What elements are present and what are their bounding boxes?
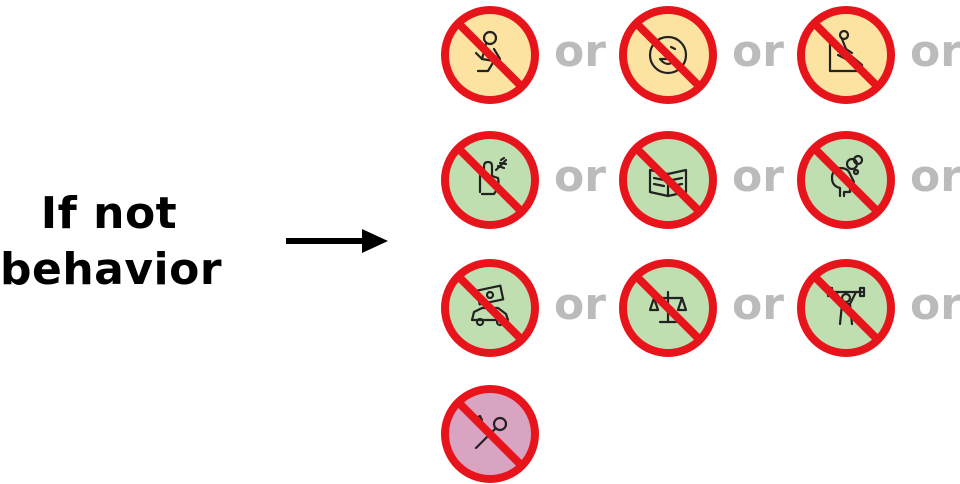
forbidden-sign [618,5,718,105]
forbidden-sign [796,258,896,358]
or-label: or [910,279,960,330]
forbidden-sign [440,384,540,484]
heading-line-1: If not [40,188,178,239]
forbidden-sign [618,258,718,358]
or-label: or [732,26,784,77]
forbidden-sign [618,130,718,230]
forbidden-sign [796,5,896,105]
or-label: or [554,151,606,202]
or-label: or [910,151,960,202]
heading: If not behavior [0,186,223,298]
or-label: or [910,26,960,77]
or-label: or [732,279,784,330]
forbidden-sign [440,258,540,358]
forbidden-sign [440,130,540,230]
heading-line-2: behavior [0,244,223,295]
or-label: or [554,26,606,77]
right-arrow-icon [286,229,388,253]
forbidden-sign [796,130,896,230]
or-label: or [732,151,784,202]
or-label: or [554,279,606,330]
forbidden-sign [440,5,540,105]
